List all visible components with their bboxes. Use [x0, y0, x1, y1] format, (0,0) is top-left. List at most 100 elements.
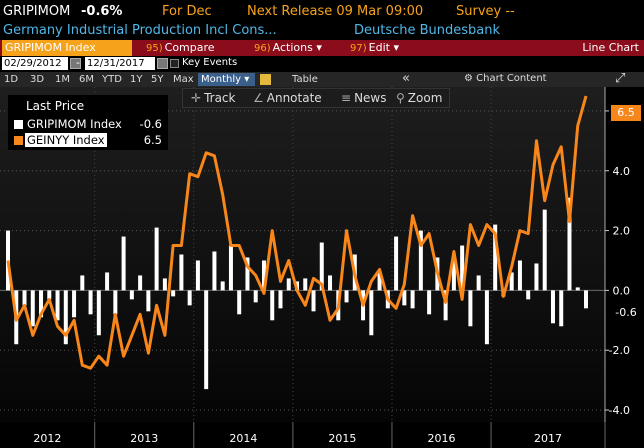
frequency-label: Monthly: [201, 74, 242, 85]
bar-gripimom: [344, 290, 349, 303]
period-5y[interactable]: 5Y: [151, 74, 164, 85]
bar-gripimom: [476, 275, 481, 291]
period-1m[interactable]: 1M: [55, 74, 70, 85]
bar-gripimom: [187, 290, 192, 306]
bar-gripimom: [30, 290, 35, 327]
bar-gripimom: [517, 260, 522, 291]
zoom-button[interactable]: ⚲ Zoom: [396, 91, 442, 105]
collapse-icon[interactable]: «: [402, 71, 410, 86]
start-date-input[interactable]: 02/29/2012: [2, 57, 68, 70]
chart-type-label[interactable]: Line Chart: [582, 41, 639, 54]
period-3d[interactable]: 3D: [30, 74, 45, 85]
bar-gripimom: [195, 260, 200, 291]
pencil-icon: ∠: [253, 91, 264, 105]
security-input[interactable]: GRIPIMOM Index: [2, 40, 132, 56]
bar-gripimom: [129, 290, 134, 300]
x-axis-band: [0, 422, 644, 448]
y-tick-label: -4.0: [609, 404, 630, 417]
magnifier-icon: ⚲: [396, 91, 405, 105]
calendar-icon[interactable]: [157, 58, 168, 69]
bar-gripimom: [113, 290, 118, 315]
legend-swatch: [14, 120, 23, 129]
x-tick-label: 2015: [328, 432, 356, 445]
bar-gripimom: [237, 290, 242, 315]
bar-gripimom: [55, 290, 60, 321]
bar-gripimom: [550, 290, 555, 324]
compare-menu[interactable]: 95) Compare: [146, 40, 215, 56]
bar-gripimom: [204, 290, 209, 390]
news-label: News: [354, 91, 387, 105]
bar-gripimom: [575, 287, 580, 291]
period-max[interactable]: Max: [173, 74, 194, 85]
legend-series-value: 6.5: [143, 133, 162, 147]
bar-gripimom: [63, 290, 68, 345]
period-selector-row: 1D 3D 1M 6M YTD 1Y 5Y Max Monthly ▾ Tabl…: [0, 71, 644, 87]
period-label: For Dec: [162, 4, 212, 19]
bar-gripimom: [270, 290, 275, 321]
bar-gripimom: [80, 275, 85, 291]
bar-gripimom: [319, 242, 324, 291]
bar-gripimom: [220, 281, 225, 291]
bar-gripimom: [534, 263, 539, 291]
y-tick-label: 2.0: [613, 225, 631, 238]
chart-content-label: Chart Content: [476, 73, 547, 84]
y-tick-label: 4.0: [613, 165, 631, 178]
zoom-label: Zoom: [407, 91, 443, 105]
chart-content-button[interactable]: ⚙ Chart Content: [464, 73, 547, 84]
key-events-label: Key Events: [182, 57, 238, 68]
bar-gripimom: [394, 236, 399, 291]
legend-entry-geinyy[interactable]: GEINYY Index 6.5: [12, 133, 168, 148]
legend-title: Last Price: [26, 99, 85, 113]
bar-gripimom: [22, 290, 27, 306]
legend-series-name: GEINYY Index: [25, 133, 107, 147]
bar-gripimom: [418, 230, 423, 291]
period-ytd[interactable]: YTD: [102, 74, 122, 85]
date-separator: -: [76, 56, 80, 69]
next-release-label: Next Release 09 Mar 09:00: [247, 4, 424, 19]
survey-label: Survey --: [456, 4, 515, 19]
x-tick-label: 2012: [33, 432, 61, 445]
end-date-input[interactable]: 12/31/2017: [85, 57, 155, 70]
last-value-tag-geinyy: 6.5: [611, 105, 641, 121]
bar-gripimom: [542, 209, 547, 291]
legend-entry-gripimom[interactable]: GRIPIMOM Index -0.6: [12, 117, 168, 132]
key-events-checkbox[interactable]: [170, 59, 179, 68]
legend-swatch: [14, 136, 23, 145]
track-button[interactable]: ✛ Track: [191, 91, 235, 105]
chart-tools-bar: ✛ Track ∠ Annotate ≡ News ⚲ Zoom: [182, 88, 450, 108]
bar-gripimom: [253, 290, 258, 303]
period-6m[interactable]: 6M: [79, 74, 94, 85]
news-button[interactable]: ≡ News: [341, 91, 387, 105]
x-tick-label: 2013: [130, 432, 158, 445]
frequency-dropdown[interactable]: Monthly ▾: [198, 73, 255, 86]
bar-gripimom: [369, 290, 374, 336]
bar-gripimom: [278, 290, 283, 309]
chart-icon[interactable]: [260, 74, 271, 85]
bar-gripimom: [427, 290, 432, 315]
bar-gripimom: [72, 290, 77, 318]
bar-gripimom: [443, 290, 448, 321]
edit-menu[interactable]: 97) Edit ▾: [350, 40, 399, 56]
line-geinyy: [6, 95, 588, 370]
y-tick-label: 0.0: [613, 284, 631, 297]
expand-icon[interactable]: ⤢: [615, 71, 626, 86]
table-button[interactable]: Table: [292, 74, 318, 85]
gear-icon: ⚙: [464, 73, 477, 84]
bar-gripimom: [451, 260, 456, 291]
calendar-icon[interactable]: [70, 58, 81, 69]
actions-menu[interactable]: 96) Actions ▾: [254, 40, 322, 56]
bar-gripimom: [39, 290, 44, 318]
period-1d[interactable]: 1D: [4, 74, 19, 85]
security-header: GRIPIMOM -0.6% For Dec Next Release 09 M…: [0, 0, 644, 22]
chart-legend: Last Price GRIPIMOM Index -0.6 GEINYY In…: [8, 95, 168, 150]
ticker-label: GRIPIMOM: [3, 4, 71, 19]
bar-gripimom: [493, 224, 498, 291]
security-description-row: Germany Industrial Production Incl Cons.…: [0, 22, 644, 40]
annotate-button[interactable]: ∠ Annotate: [253, 91, 322, 105]
bar-gripimom: [410, 290, 415, 309]
security-description: Germany Industrial Production Incl Cons.…: [3, 23, 277, 38]
legend-series-value: -0.6: [139, 117, 162, 131]
bar-gripimom: [171, 290, 176, 297]
period-1y[interactable]: 1Y: [130, 74, 143, 85]
bar-gripimom: [402, 290, 407, 306]
